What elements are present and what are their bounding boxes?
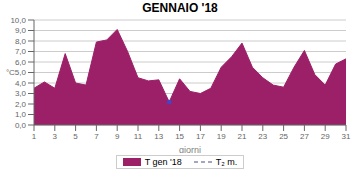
svg-text:1: 1 xyxy=(32,132,37,141)
svg-text:25: 25 xyxy=(279,132,288,141)
svg-text:10,0: 10,0 xyxy=(10,16,26,25)
svg-text:9: 9 xyxy=(115,132,120,141)
svg-text:9,0: 9,0 xyxy=(15,26,27,35)
svg-text:15: 15 xyxy=(175,132,184,141)
svg-text:11: 11 xyxy=(134,132,143,141)
svg-text:6,0: 6,0 xyxy=(15,58,27,67)
svg-text:0,0: 0,0 xyxy=(15,121,27,130)
svg-text:31: 31 xyxy=(342,132,351,141)
svg-text:27: 27 xyxy=(300,132,309,141)
svg-text:1,0: 1,0 xyxy=(15,110,27,119)
svg-text:3,0: 3,0 xyxy=(15,89,27,98)
svg-text:19: 19 xyxy=(217,132,226,141)
svg-text:7: 7 xyxy=(94,132,99,141)
svg-text:°C5,0: °C5,0 xyxy=(8,68,27,77)
html-text:GENNAIO '18: GENNAIO '18 xyxy=(142,1,218,15)
html-text:T₂ m.: T₂ m. xyxy=(215,157,238,167)
svg-text:8,0: 8,0 xyxy=(15,37,27,46)
svg-text:21: 21 xyxy=(238,132,247,141)
svg-text:4,0: 4,0 xyxy=(15,79,27,88)
svg-text:7,0: 7,0 xyxy=(15,47,27,56)
svg-text:29: 29 xyxy=(321,132,330,141)
html-text:T gen '18: T gen '18 xyxy=(144,157,182,167)
svg-text:3: 3 xyxy=(53,132,58,141)
svg-text:5: 5 xyxy=(73,132,78,141)
svg-text:23: 23 xyxy=(258,132,267,141)
svg-text:2,0: 2,0 xyxy=(15,100,27,109)
svg-text:17: 17 xyxy=(196,132,205,141)
svg-text:giorni: giorni xyxy=(179,145,201,153)
svg-text:13: 13 xyxy=(154,132,163,141)
